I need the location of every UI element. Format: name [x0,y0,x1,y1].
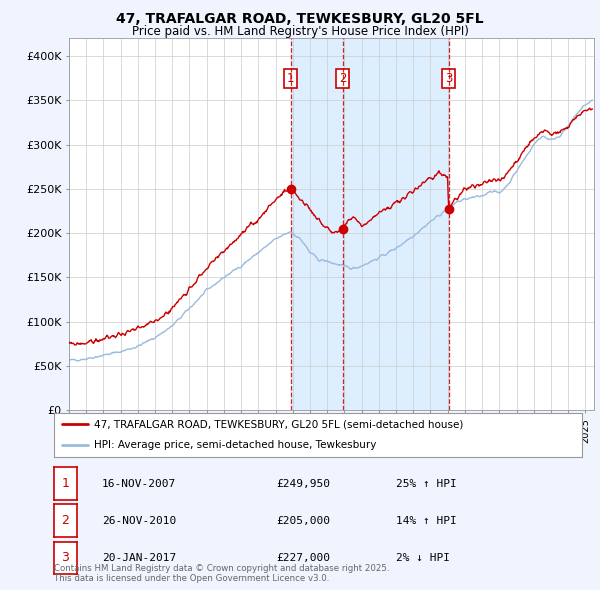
Text: 47, TRAFALGAR ROAD, TEWKESBURY, GL20 5FL (semi-detached house): 47, TRAFALGAR ROAD, TEWKESBURY, GL20 5FL… [94,419,463,429]
Text: 16-NOV-2007: 16-NOV-2007 [102,478,176,489]
Text: 3: 3 [445,71,452,85]
Text: 1: 1 [61,477,70,490]
Text: 2: 2 [339,71,346,85]
Text: 14% ↑ HPI: 14% ↑ HPI [396,516,457,526]
Text: £227,000: £227,000 [276,553,330,563]
Text: 47, TRAFALGAR ROAD, TEWKESBURY, GL20 5FL: 47, TRAFALGAR ROAD, TEWKESBURY, GL20 5FL [116,12,484,26]
Text: HPI: Average price, semi-detached house, Tewkesbury: HPI: Average price, semi-detached house,… [94,440,376,450]
Text: £205,000: £205,000 [276,516,330,526]
Text: 2% ↓ HPI: 2% ↓ HPI [396,553,450,563]
Text: 26-NOV-2010: 26-NOV-2010 [102,516,176,526]
Text: 3: 3 [61,551,70,565]
Bar [343,38,449,410]
Text: 2: 2 [61,514,70,527]
Text: 1: 1 [287,71,295,85]
Text: Contains HM Land Registry data © Crown copyright and database right 2025.
This d: Contains HM Land Registry data © Crown c… [54,563,389,583]
Text: 25% ↑ HPI: 25% ↑ HPI [396,478,457,489]
Text: 20-JAN-2017: 20-JAN-2017 [102,553,176,563]
Bar [291,38,343,410]
Text: Price paid vs. HM Land Registry's House Price Index (HPI): Price paid vs. HM Land Registry's House … [131,25,469,38]
Text: £249,950: £249,950 [276,478,330,489]
